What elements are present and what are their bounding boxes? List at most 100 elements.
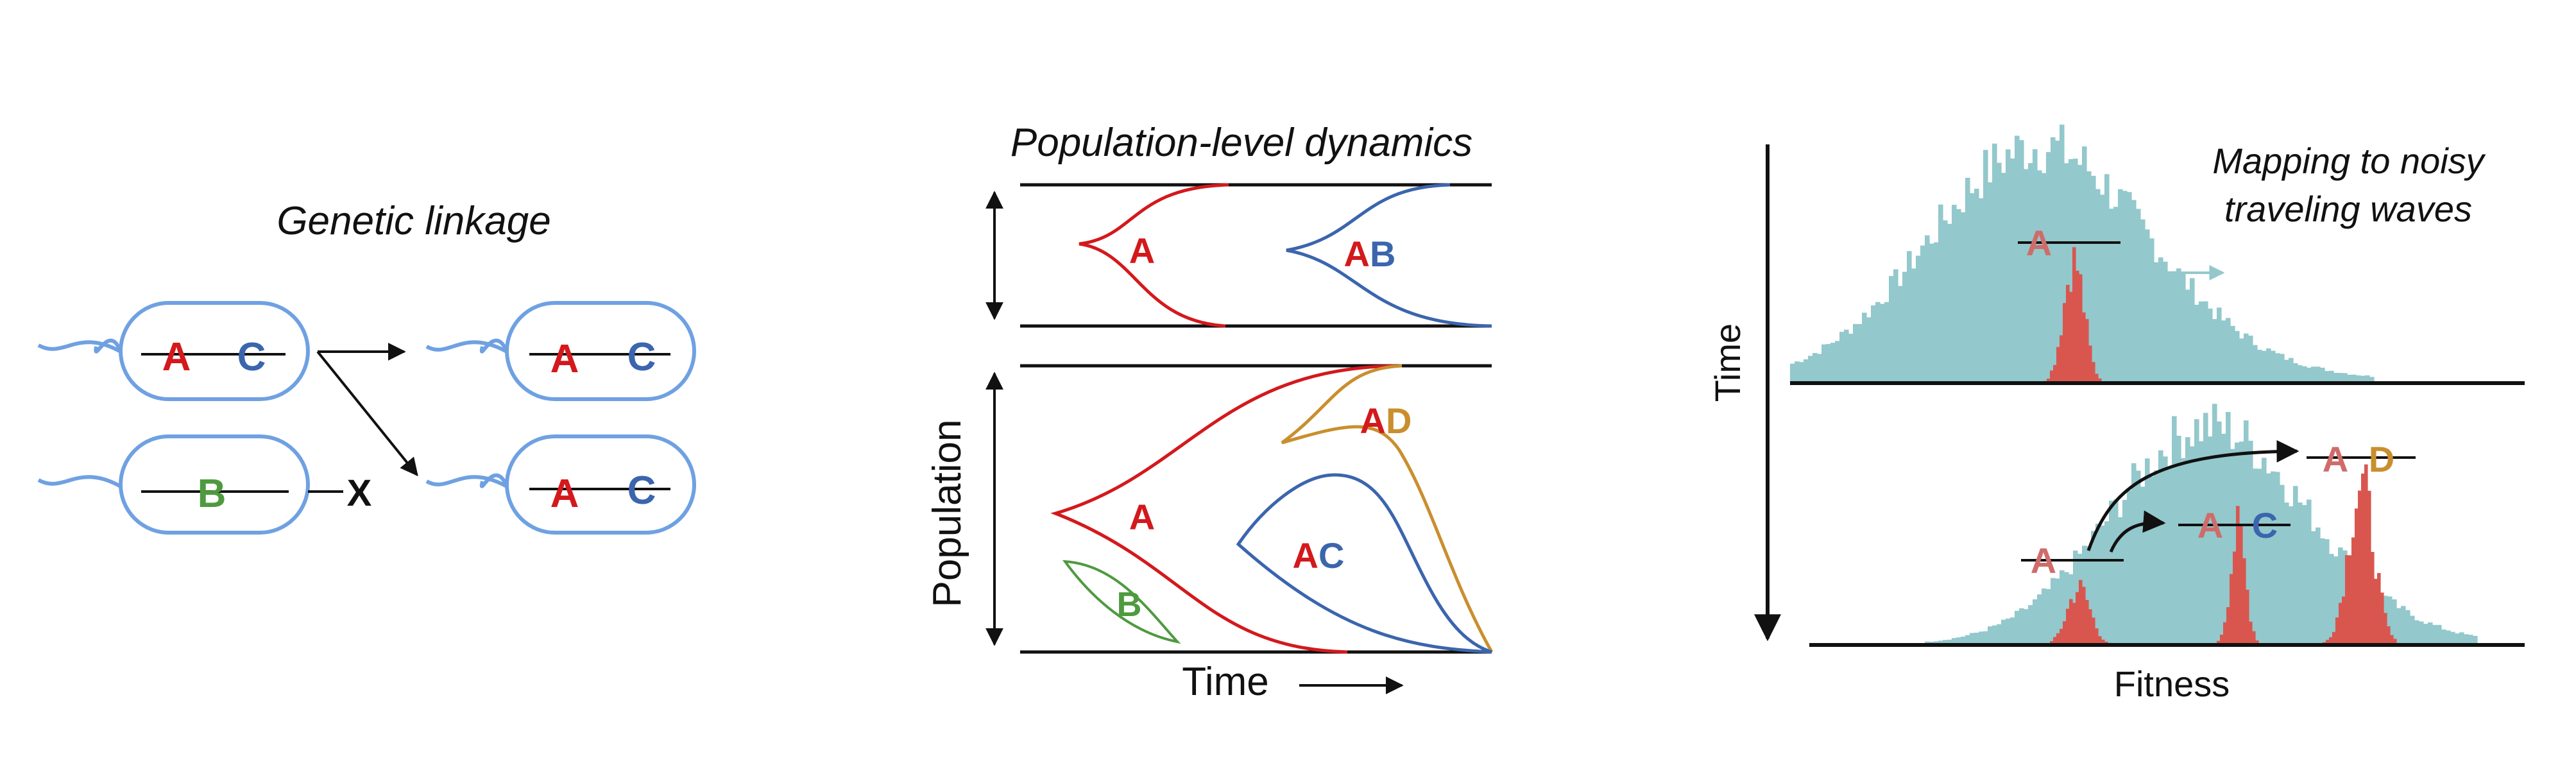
histogram-bar [2473,635,2478,645]
histogram-bar [2149,238,2154,383]
histogram-bar [1821,344,1827,383]
histogram-bar [2307,499,2312,645]
histogram-bar [2082,312,2086,383]
histogram-bar [2284,359,2289,383]
histogram-bar [2266,473,2271,645]
histogram-bar [2163,261,2168,383]
histogram-bar [2064,572,2069,645]
histogram-bar [2289,506,2294,645]
histogram-bar [2275,353,2280,383]
histogram-bar [2221,433,2226,645]
lineage-b-label: B [1117,585,1142,624]
allele-a: A [162,335,191,379]
histogram-bar [2396,608,2401,645]
histogram-bar [1979,631,1984,645]
histogram-bar [2390,635,2394,645]
histogram-bar [2419,621,2424,645]
histogram-bar [2401,606,2406,645]
population-dynamics-panel: Population-level dynamics A AB Populatio… [925,121,1494,704]
histogram-bar [1983,150,1988,383]
histogram-bar [1947,223,1952,383]
lineage-ac-curve [1236,473,1492,654]
histogram-bar [2092,617,2095,645]
histogram-bar [2072,247,2076,383]
histogram-bar [2248,440,2253,645]
histogram-bar [1970,633,1975,645]
histogram-bar [2109,209,2114,383]
flagellum-icon [425,475,508,488]
histogram-bar [2221,320,2226,383]
flagellum-curl-icon [479,473,509,488]
histogram-bar [2122,499,2128,645]
cell-bottom-right: A C [425,434,696,535]
histogram-bar [1866,317,1872,383]
histogram-bar [1808,356,1813,383]
histogram-bar [1889,276,1894,383]
histogram-bar [2042,588,2047,645]
histogram-bar [2076,270,2079,383]
lineage-ad-label: AD [1360,400,1412,441]
histogram-bar [2311,366,2316,383]
histogram-bar [2024,169,2029,383]
histogram-bar [1911,268,1916,383]
histogram-bar [2255,640,2259,645]
histogram-bar [2149,476,2154,645]
histogram-bar [1893,269,1898,383]
histogram-bar [1934,242,1939,383]
histogram-bar [1938,204,1943,383]
histogram-bar [1907,251,1912,383]
histogram-bar [2127,192,2132,383]
top-fitness-histogram [1790,124,2375,384]
histogram-bar [2060,335,2063,383]
histogram-bar [2414,620,2419,645]
histogram-bar [2199,301,2204,383]
allele-a: A [1344,234,1370,274]
histogram-bar [2185,289,2190,383]
histogram-bar [1983,631,1988,645]
histogram-bar [2320,538,2325,645]
histogram-bar [1839,332,1845,383]
histogram-bar [2289,357,2294,383]
histogram-bar [2284,502,2289,645]
histogram-bar [2079,579,2083,645]
lineage-ab-label: AB [1344,234,1396,274]
histogram-bar [1947,639,1952,645]
cell-bottom-left: B X [37,434,372,535]
histogram-bar [2347,374,2352,383]
histogram-bar [2109,501,2114,645]
histogram-bar [2066,608,2070,645]
histogram-bar [2374,578,2378,645]
histogram-bar [2316,527,2321,645]
histogram-bar [2100,525,2105,645]
histogram-bar [2329,370,2334,383]
histogram-bar [2028,605,2033,645]
histogram-bar [2338,373,2343,383]
waves-title-line1: Mapping to noisy [2212,141,2486,181]
histogram-bar [2053,637,2057,645]
histogram-bar [2437,624,2442,645]
histogram-bar [2387,626,2391,645]
histogram-bar [2172,416,2177,645]
population-title: Population-level dynamics [1011,121,1472,165]
top-allele-a-label: A [2026,223,2052,263]
histogram-bar [2217,640,2221,645]
histogram-bar [2335,617,2339,645]
histogram-bar [2226,607,2230,645]
histogram-bar [2072,603,2076,645]
histogram-bar [1848,334,1854,383]
histogram-bar [2208,308,2213,383]
lineage-a-curve [1079,183,1229,328]
histogram-bar [1835,341,1840,383]
histogram-bar [2167,467,2172,645]
histogram-bar [2380,592,2384,645]
histogram-bar [2042,173,2047,383]
histogram-bar [2293,363,2298,383]
histogram-bar [2307,367,2312,383]
histogram-bar [2244,333,2249,383]
histogram-bar [2060,570,2065,645]
histogram-bar [1817,354,1822,383]
cell-top-right: A C [425,301,696,401]
histogram-bar [1965,635,1970,645]
histogram-bar [2136,209,2141,383]
